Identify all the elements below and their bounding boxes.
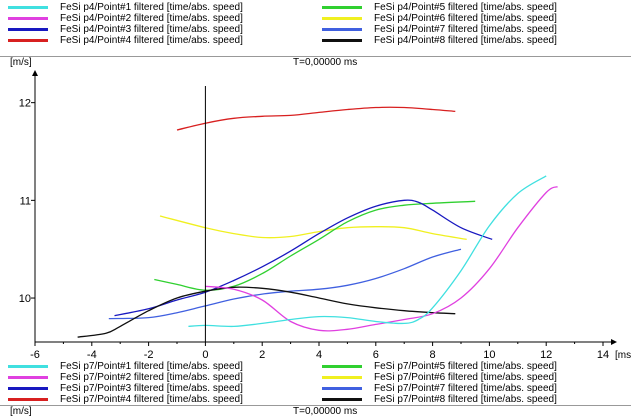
legend-swatch [8,387,48,390]
header-divider [0,56,631,57]
legend-item[interactable]: FeSi p7/Point#2 filtered [time/abs. spee… [8,372,243,383]
legend-item[interactable]: FeSi p7/Point#5 filtered [time/abs. spee… [322,361,557,372]
legend-label: FeSi p4/Point#8 filtered [time/abs. spee… [374,35,557,46]
legend-label: FeSi p7/Point#3 filtered [time/abs. spee… [60,383,243,394]
legend-label: FeSi p4/Point#3 filtered [time/abs. spee… [60,24,243,35]
series-line-point2 [205,186,558,332]
x-tick-label: 14 [597,349,609,361]
legend-label: FeSi p7/Point#8 filtered [time/abs. spee… [374,394,557,405]
legend-label: FeSi p4/Point#7 filtered [time/abs. spee… [374,24,557,35]
legend-swatch [322,365,362,368]
legend-item[interactable]: FeSi p4/Point#1 filtered [time/abs. spee… [8,2,243,13]
legend-label: FeSi p7/Point#7 filtered [time/abs. spee… [374,383,557,394]
x-axis-arrow [611,339,617,345]
x-tick-label: 10 [483,349,495,361]
legend-item[interactable]: FeSi p7/Point#3 filtered [time/abs. spee… [8,383,243,394]
y-tick-label: 10 [19,293,31,305]
x-tick-label: 0 [202,349,208,361]
legend-item[interactable]: FeSi p7/Point#1 filtered [time/abs. spee… [8,361,243,372]
legend-item[interactable]: FeSi p4/Point#7 filtered [time/abs. spee… [322,24,557,35]
legend-swatch [8,6,48,9]
series-line-point1 [188,175,547,328]
legend-item[interactable]: FeSi p4/Point#3 filtered [time/abs. spee… [8,24,243,35]
y-unit-label-bottom: [m/s] [10,406,32,417]
legend-swatch [8,39,48,42]
legend-item[interactable]: FeSi p7/Point#6 filtered [time/abs. spee… [322,372,557,383]
legend-label: FeSi p4/Point#4 filtered [time/abs. spee… [60,35,243,46]
legend-bottom-col2: FeSi p7/Point#5 filtered [time/abs. spee… [322,361,557,405]
legend-label: FeSi p4/Point#1 filtered [time/abs. spee… [60,2,243,13]
legend-label: FeSi p4/Point#6 filtered [time/abs. spee… [374,13,557,24]
legend-swatch [8,398,48,401]
series-line-point4 [176,106,456,131]
legend-item[interactable]: FeSi p7/Point#4 filtered [time/abs. spee… [8,394,243,405]
x-tick-label: 6 [373,349,379,361]
legend-swatch [322,17,362,20]
legend-swatch [8,376,48,379]
legend-label: FeSi p7/Point#5 filtered [time/abs. spee… [374,361,557,372]
legend-top-col2: FeSi p4/Point#5 filtered [time/abs. spee… [322,2,557,46]
x-tick-label: 8 [430,349,436,361]
y-axis-arrow [32,70,38,76]
x-tick-label: 12 [540,349,552,361]
legend-label: FeSi p7/Point#4 filtered [time/abs. spee… [60,394,243,405]
y-unit-label: [m/s] [10,57,32,68]
x-tick-label: -6 [30,349,40,361]
legend-swatch [8,17,48,20]
legend-swatch [8,365,48,368]
legend-item[interactable]: FeSi p4/Point#2 filtered [time/abs. spee… [8,13,243,24]
x-tick-label: -4 [87,349,97,361]
legend-swatch [322,6,362,9]
footer-divider [0,405,631,406]
time-readout-bottom: T=0,00000 ms [293,406,358,417]
legend-label: FeSi p4/Point#5 filtered [time/abs. spee… [374,2,557,13]
legend-top-col1: FeSi p4/Point#1 filtered [time/abs. spee… [8,2,243,46]
time-readout: T=0,00000 ms [293,57,358,68]
series-line-point3 [114,199,493,317]
legend-label: FeSi p4/Point#2 filtered [time/abs. spee… [60,13,243,24]
x-tick-label: 4 [316,349,322,361]
legend-item[interactable]: FeSi p4/Point#4 filtered [time/abs. spee… [8,35,243,46]
legend-item[interactable]: FeSi p7/Point#7 filtered [time/abs. spee… [322,383,557,394]
series-line-point7 [108,248,462,320]
legend-item[interactable]: FeSi p7/Point#8 filtered [time/abs. spee… [322,394,557,405]
legend-item[interactable]: FeSi p4/Point#5 filtered [time/abs. spee… [322,2,557,13]
y-tick-label: 11 [20,195,31,207]
legend-item[interactable]: FeSi p4/Point#6 filtered [time/abs. spee… [322,13,557,24]
legend-swatch [8,28,48,31]
legend-swatch [322,387,362,390]
y-tick-label: 12 [19,98,31,110]
legend-swatch [322,376,362,379]
legend-swatch [322,39,362,42]
legend-swatch [322,28,362,31]
series-line-point6 [159,215,467,241]
series-line-point5 [154,200,476,291]
axes-layer: -6 -4 -2 0 2 4 6 8 10 12 14 [ms 10 11 12 [19,70,631,361]
legend-item[interactable]: FeSi p4/Point#8 filtered [time/abs. spee… [322,35,557,46]
legend-label: FeSi p7/Point#1 filtered [time/abs. spee… [60,361,243,372]
legend-label: FeSi p7/Point#6 filtered [time/abs. spee… [374,372,557,383]
legend-bottom-col1: FeSi p7/Point#1 filtered [time/abs. spee… [8,361,243,405]
x-axis-unit: [ms [615,350,631,361]
legend-swatch [322,398,362,401]
x-tick-label: 2 [259,349,265,361]
series-layer [77,106,558,338]
x-tick-label: -2 [144,349,154,361]
legend-label: FeSi p7/Point#2 filtered [time/abs. spee… [60,372,243,383]
series-line-point8 [77,286,456,338]
